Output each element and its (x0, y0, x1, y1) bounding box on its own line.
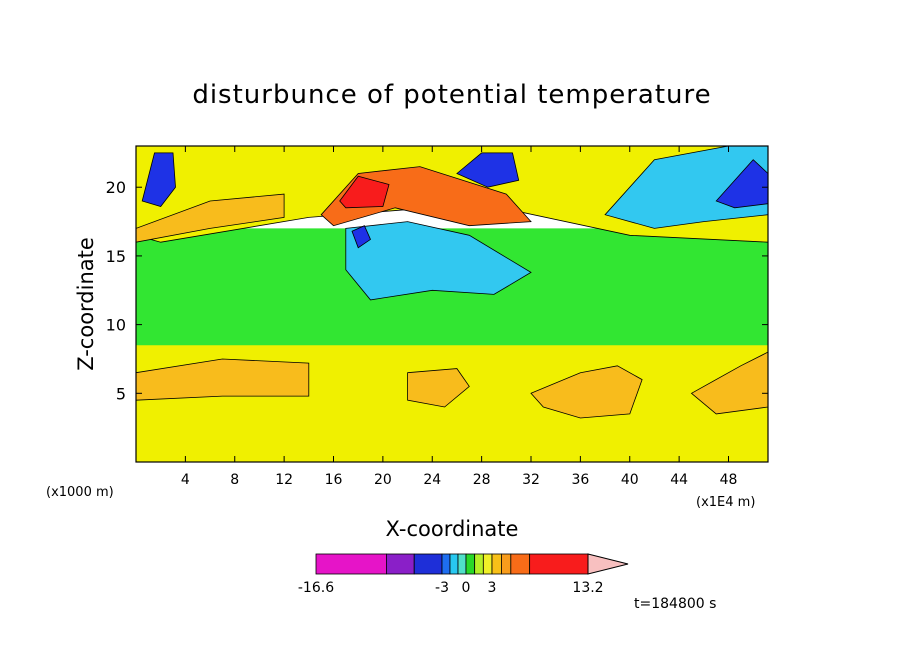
x-tick-label: 36 (571, 472, 589, 488)
contour-region (141, 152, 176, 207)
x-tick-label: 16 (325, 472, 343, 488)
colorbar-label: 13.2 (572, 580, 603, 596)
chart-title: disturbunce of potential temperature (192, 80, 711, 110)
colorbar-cell (510, 553, 531, 575)
colorbar-cell (386, 553, 415, 575)
contour-region (715, 159, 768, 209)
x-tick-label: 20 (374, 472, 392, 488)
x-scale-label: (x1E4 m) (696, 495, 755, 510)
colorbar-cell (449, 553, 459, 575)
colorbar-cell (413, 553, 443, 575)
x-axis-label: X-coordinate (386, 517, 519, 541)
contour-region (339, 175, 390, 209)
contour-region (530, 365, 643, 419)
colorbar-cell (315, 553, 387, 575)
colorbar-label: -3 (435, 580, 449, 596)
x-tick-label: 12 (275, 472, 293, 488)
colorbar-label: 3 (488, 580, 497, 596)
colorbar-cell (501, 553, 512, 575)
colorbar-extend-arrow (587, 553, 629, 575)
x-tick-label: 24 (423, 472, 441, 488)
colorbar-label: 0 (462, 580, 471, 596)
x-tick-label: 4 (181, 472, 190, 488)
x-tick-label: 48 (720, 472, 738, 488)
x-tick-label: 8 (230, 472, 239, 488)
y-tick-label: 20 (106, 178, 126, 197)
y-tick-label: 5 (116, 384, 126, 403)
x-tick-label: 40 (621, 472, 639, 488)
plot-frame (135, 145, 769, 463)
y-tick-label: 15 (106, 247, 126, 266)
colorbar: -16.6 -3 0 3 13.2 (298, 553, 629, 596)
contour-region (136, 193, 285, 243)
colorbar-cell (491, 553, 502, 575)
colorbar-cell (482, 553, 493, 575)
x-tick-label: 44 (670, 472, 688, 488)
colorbar-cell (529, 553, 589, 575)
contour-region (136, 358, 310, 401)
colorbar-cell (474, 553, 484, 575)
contour-region (345, 221, 532, 301)
contour-region (456, 152, 520, 188)
colorbar-cell (465, 553, 476, 575)
y-axis-label: Z-coordinate (74, 237, 98, 371)
colorbar-cell (457, 553, 467, 575)
contour-region (407, 368, 470, 408)
y-tick-label: 10 (106, 316, 126, 335)
contour-region (604, 146, 768, 229)
time-label: t=184800 s (634, 596, 716, 612)
contour-region (351, 225, 372, 249)
x-unit-label: (x1000 m) (46, 485, 114, 500)
colorbar-cell (441, 553, 451, 575)
x-tick-label: 32 (522, 472, 540, 488)
colorbar-label: -16.6 (298, 580, 334, 596)
x-tick-label: 28 (473, 472, 491, 488)
contour-region (690, 351, 768, 415)
